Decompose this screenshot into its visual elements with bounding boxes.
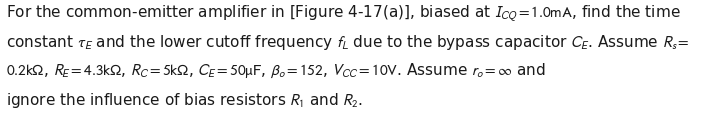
Text: For the common-emitter amplifier in [Figure 4-17(a)], biased at $I_{CQ} = 1.0\ma: For the common-emitter amplifier in [Fig… (6, 3, 680, 23)
Text: ignore the influence of bias resistors $R_1$ and $R_2$.: ignore the influence of bias resistors $… (6, 91, 362, 109)
Text: constant $\tau_E$ and the lower cutoff frequency $f_L$ due to the bypass capacit: constant $\tau_E$ and the lower cutoff f… (6, 32, 689, 51)
Text: $0.2\mathrm{k\Omega}$, $R_E = 4.3\mathrm{k\Omega}$, $R_C = 5\mathrm{k\Omega}$, $: $0.2\mathrm{k\Omega}$, $R_E = 4.3\mathrm… (6, 62, 545, 80)
